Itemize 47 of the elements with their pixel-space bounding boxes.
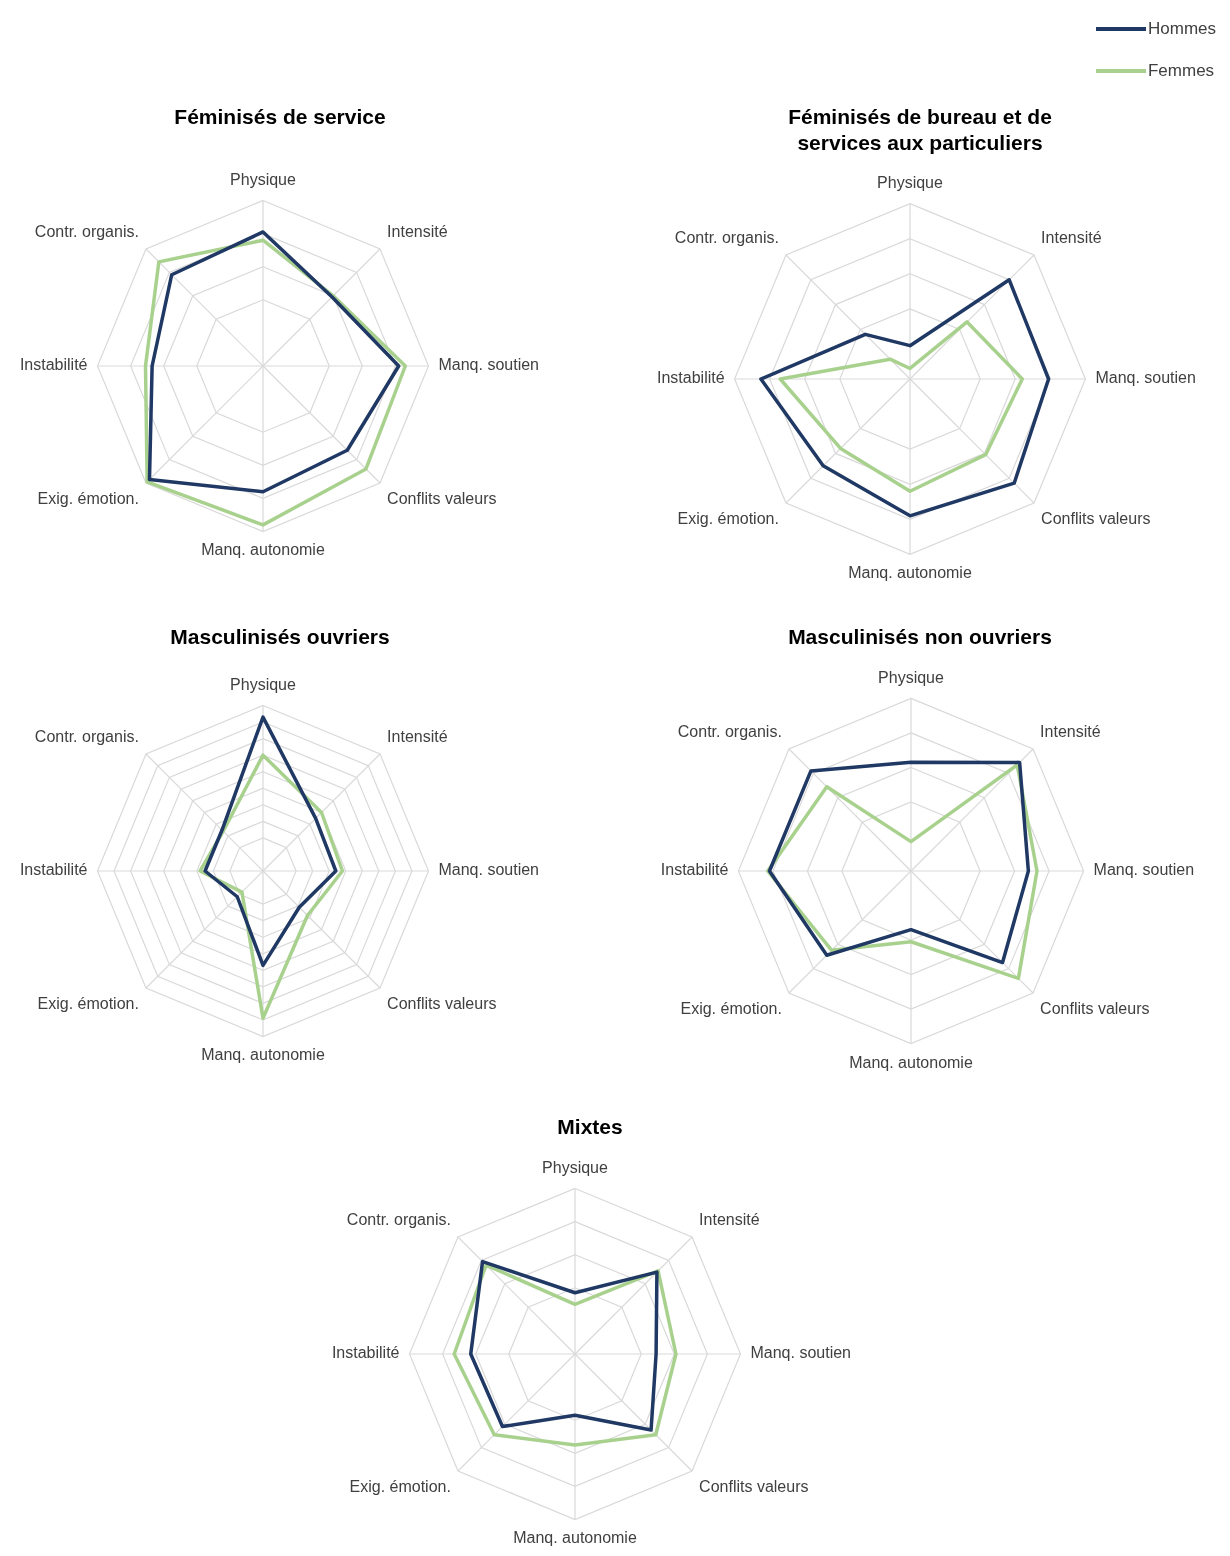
spoke-label: Manq. soutien [438, 861, 540, 879]
spoke-label: Physique [230, 676, 297, 694]
spoke-label: Manq. soutien [1093, 861, 1195, 879]
spoke-label: Contr. organis. [346, 1210, 451, 1228]
spoke-label: Instabilité [331, 1344, 400, 1362]
spoke-label: Contr. organis. [34, 222, 139, 240]
spoke-label: Physique [230, 171, 297, 189]
spoke-label: Manq. autonomie [201, 541, 325, 559]
spoke-label: Conflits valeurs [699, 1478, 809, 1496]
spoke-label: Exig. émotion. [677, 510, 779, 528]
spoke-label: Intensité [1040, 722, 1101, 740]
spoke-label: Instabilité [660, 861, 729, 879]
spoke-label: Instabilité [19, 356, 88, 374]
spoke-label: Contr. organis. [677, 722, 782, 740]
chart-title: Mixtes [557, 1115, 623, 1139]
chart-title: Masculinisés non ouvriers [788, 625, 1052, 649]
spoke-label: Manq. soutien [750, 1344, 852, 1362]
spoke-label: Intensité [699, 1210, 760, 1228]
chart-title: Masculinisés ouvriers [170, 625, 390, 649]
spoke-label: Manq. autonomie [848, 564, 972, 582]
spoke-label: Contr. organis. [674, 228, 779, 246]
spoke-label: Manq. autonomie [513, 1529, 637, 1547]
text: Féminisés de service [174, 105, 386, 129]
spoke-label: Manq. autonomie [849, 1053, 973, 1071]
spoke-label: Manq. soutien [1095, 369, 1196, 387]
legend-label: Femmes [1147, 61, 1215, 81]
spoke-label: Instabilité [657, 369, 725, 387]
spoke-label: Conflits valeurs [1041, 510, 1151, 528]
spoke-label: Intensité [387, 222, 448, 240]
spoke-label: Exig. émotion. [680, 1000, 782, 1018]
spoke-label: Conflits valeurs [387, 995, 497, 1013]
spoke-label: Physique [542, 1159, 609, 1177]
spoke-label: Contr. organis. [34, 727, 139, 745]
spoke-label: Conflits valeurs [1040, 1000, 1150, 1018]
spoke-label: Intensité [1041, 228, 1102, 246]
spoke-label: Exig. émotion. [349, 1478, 451, 1496]
spoke-label: Physique [877, 174, 944, 192]
spoke-label: Instabilité [19, 861, 88, 879]
spoke-label: Exig. émotion. [37, 995, 139, 1013]
spoke-label: Exig. émotion. [37, 490, 139, 508]
spoke-label: Intensité [387, 727, 448, 745]
spoke-label: Physique [878, 669, 945, 687]
spoke-label: Manq. soutien [438, 356, 540, 374]
legend-label: Hommes [1147, 19, 1216, 39]
spoke-label: Manq. autonomie [201, 1046, 325, 1064]
chart-title: Féminisés de bureau et de services aux particuliers [788, 105, 1052, 154]
spoke-label: Conflits valeurs [387, 490, 497, 508]
